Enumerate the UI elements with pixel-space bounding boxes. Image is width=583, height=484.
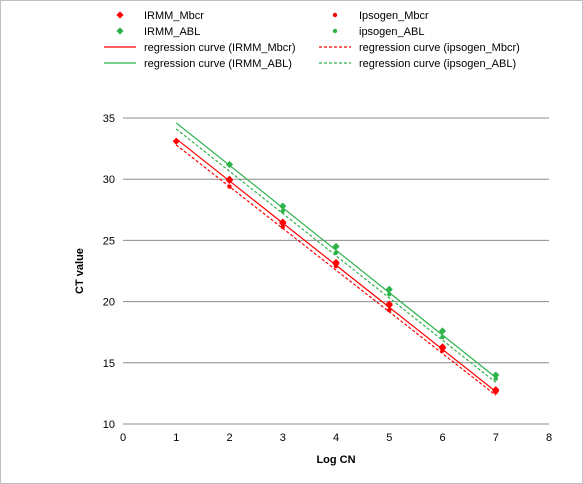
y-tick-label: 15 xyxy=(103,358,115,370)
legend-label: Ipsogen_Mbcr xyxy=(359,10,429,22)
regression-line xyxy=(175,122,497,378)
y-tick-label: 10 xyxy=(103,419,115,431)
legend-marker xyxy=(116,11,124,19)
legend-marker xyxy=(332,12,338,18)
x-tick-label: 5 xyxy=(386,432,392,444)
y-tick-label: 25 xyxy=(103,235,115,247)
legend-label: regression curve (IRMM_ABL) xyxy=(144,58,292,70)
legend-marker xyxy=(116,27,124,35)
data-point xyxy=(332,242,340,251)
data-point xyxy=(440,334,445,340)
data-point xyxy=(440,348,445,353)
legend-label: regression curve (ipsogen_ABL) xyxy=(359,58,516,70)
data-point xyxy=(493,389,498,395)
data-point xyxy=(280,208,285,214)
data-point xyxy=(492,371,500,379)
y-tick-label: 20 xyxy=(103,297,115,309)
data-point xyxy=(493,376,498,381)
data-point xyxy=(279,202,287,210)
legend-label: IRMM_Mbcr xyxy=(144,10,204,22)
data-point xyxy=(279,219,287,227)
x-tick-label: 7 xyxy=(493,432,499,444)
data-point xyxy=(172,137,180,145)
regression-line xyxy=(175,128,497,383)
data-point xyxy=(227,184,232,189)
y-axis-title: CT value xyxy=(74,248,86,294)
x-tick-label: 1 xyxy=(173,432,179,444)
legend-label: regression curve (IRMM_Mbcr) xyxy=(144,42,296,54)
data-point xyxy=(385,285,393,293)
x-tick-label: 2 xyxy=(226,432,232,444)
data-point xyxy=(387,292,392,297)
x-axis-title: Log CN xyxy=(316,454,355,466)
y-tick-label: 30 xyxy=(103,174,115,186)
y-tick-label: 35 xyxy=(103,113,115,125)
data-point xyxy=(225,160,234,169)
data-point xyxy=(333,250,339,255)
data-point xyxy=(438,327,447,335)
x-tick-label: 4 xyxy=(333,432,339,444)
x-tick-label: 6 xyxy=(439,432,445,444)
data-point xyxy=(225,176,234,185)
legend-label: IRMM_ABL xyxy=(144,26,200,38)
data-point xyxy=(333,263,339,269)
data-point xyxy=(387,307,392,313)
data-point xyxy=(385,301,393,309)
x-tick-label: 0 xyxy=(120,432,126,444)
legend-label: regression curve (ipsogen_Mbcr) xyxy=(359,42,520,54)
regression-line xyxy=(175,144,497,396)
legend-label: ipsogen_ABL xyxy=(359,26,424,38)
data-point xyxy=(280,224,285,230)
legend-marker xyxy=(332,28,338,34)
x-tick-label: 3 xyxy=(280,432,286,444)
x-tick-label: 8 xyxy=(546,432,552,444)
